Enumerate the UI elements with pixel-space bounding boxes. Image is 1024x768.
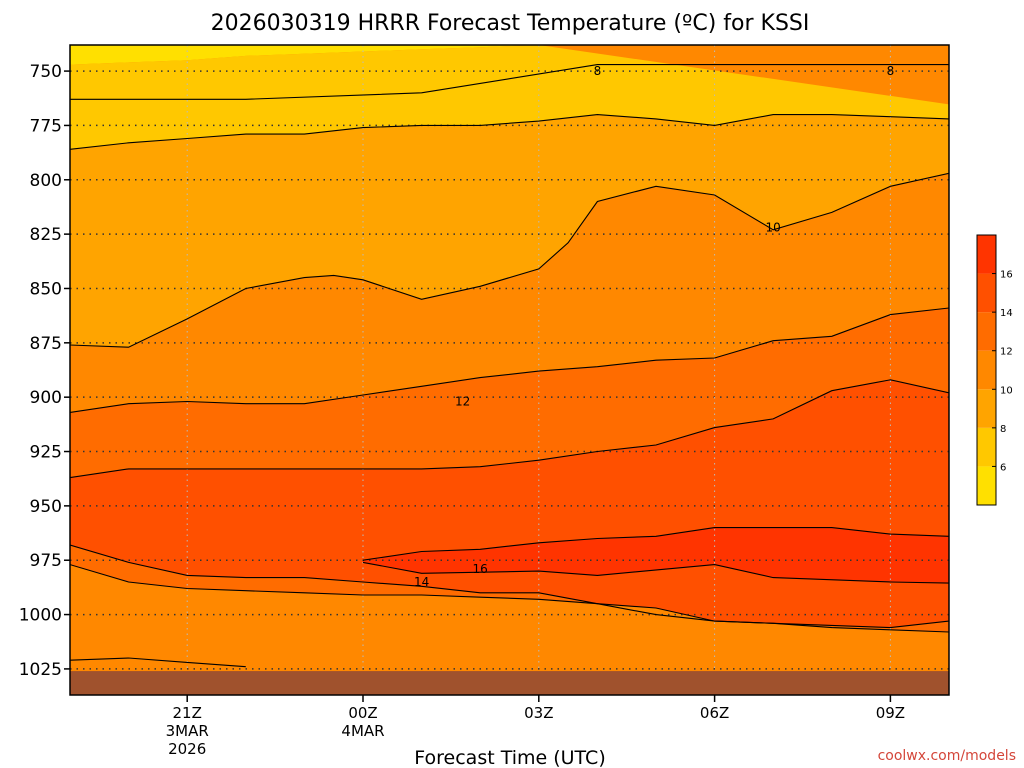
colorbar-label-12: 12: [1000, 347, 1013, 358]
contour-label-6: 16: [473, 562, 488, 576]
contour-label-4: 12: [455, 395, 470, 409]
colorbar-segment-4: [977, 466, 996, 505]
contour-10: [70, 172, 949, 348]
x-tick-label-12-0: 09Z: [876, 704, 905, 722]
fill-band-16: [363, 527, 949, 584]
ground-below-surface: [70, 671, 949, 695]
contour-16: [362, 561, 949, 584]
colorbar-label-8: 8: [1000, 424, 1006, 435]
y-tick-label-950: 950: [30, 497, 62, 517]
contour-label-7: 16: [1000, 601, 1015, 615]
colorbar-segment-16: [977, 235, 996, 274]
colorbar-label-16: 16: [1000, 270, 1013, 281]
contour-label-1: 8: [887, 64, 895, 78]
colorbar-label-10: 10: [1000, 385, 1013, 396]
colorbar-segment-14: [977, 273, 996, 313]
colorbar-segment-10: [977, 350, 996, 390]
x-tick-label-0-1: 3MAR: [166, 722, 209, 740]
x-tick-label-0-2: 2026: [168, 740, 206, 758]
contour-label-2: 10: [766, 221, 781, 235]
colorbar: 6 8 10 12 14 16: [976, 234, 1013, 506]
x-tick-label-9-0: 06Z: [700, 704, 729, 722]
contour-labels: 8 8 10 12 12 14 16 16: [414, 64, 1015, 615]
contour-12: [70, 307, 949, 413]
contour-15: [70, 564, 949, 633]
colorbar-label-14: 14: [1000, 308, 1013, 319]
source-credit: coolwx.com/models: [878, 748, 1016, 764]
fill-band-12: [70, 308, 949, 478]
contour-lines: [70, 64, 949, 668]
y-tick-label-1000: 1000: [19, 606, 62, 626]
x-tick-label-6-0: 03Z: [524, 704, 553, 722]
contour-label-5: 14: [414, 575, 429, 589]
contour-label-0: 8: [594, 64, 602, 78]
contour-label-3: 12: [1000, 281, 1015, 295]
fill-band-8: [70, 114, 949, 348]
y-tick-label-750: 750: [30, 62, 62, 82]
y-tick-label-775: 775: [30, 116, 62, 136]
fill-band-15: [70, 564, 949, 695]
x-tick-label-3-1: 4MAR: [341, 722, 384, 740]
y-tick-label-850: 850: [30, 279, 62, 299]
colorbar-label-6: 6: [1000, 462, 1006, 473]
y-tick-label-1025: 1025: [19, 660, 62, 680]
plot-frame: [69, 44, 950, 696]
y-axis: 750 775 800 825 850 875 900 925 950 975 1000 1025: [19, 62, 70, 680]
y-tick-label-875: 875: [30, 334, 62, 354]
y-tick-label-900: 900: [30, 388, 62, 408]
y-tick-label-925: 925: [30, 443, 62, 463]
x-tick-label-3-0: 00Z: [348, 704, 377, 722]
contour-13: [70, 379, 949, 479]
fill-band-14: [70, 545, 949, 632]
fill-band-10: [70, 173, 949, 413]
colorbar-segment-8: [977, 389, 996, 428]
contour-6: [70, 64, 949, 100]
fill-band-7: [70, 45, 949, 150]
y-tick-label-800: 800: [30, 171, 62, 191]
colorbar-frame: [976, 234, 997, 506]
fill-band-6: [70, 45, 539, 65]
temperature-fills: [70, 45, 949, 695]
contour-17: [70, 657, 246, 668]
colorbar-segment-12: [977, 312, 996, 351]
x-tick-label-0-0: 21Z: [173, 704, 202, 722]
y-tick-label-825: 825: [30, 225, 62, 245]
y-tick-label-975: 975: [30, 551, 62, 571]
chart-title: 2026030319 HRRR Forecast Temperature (ºC…: [211, 11, 810, 36]
x-axis-label: Forecast Time (UTC): [414, 747, 605, 768]
x-axis: 21Z3MAR202600Z4MAR03Z06Z09Z12Z: [166, 695, 905, 758]
colorbar-segment-6: [977, 427, 996, 467]
grid-lines: [70, 45, 949, 695]
contour-14: [70, 544, 949, 629]
contour-8: [70, 114, 949, 150]
contour-16-5: [362, 527, 949, 561]
